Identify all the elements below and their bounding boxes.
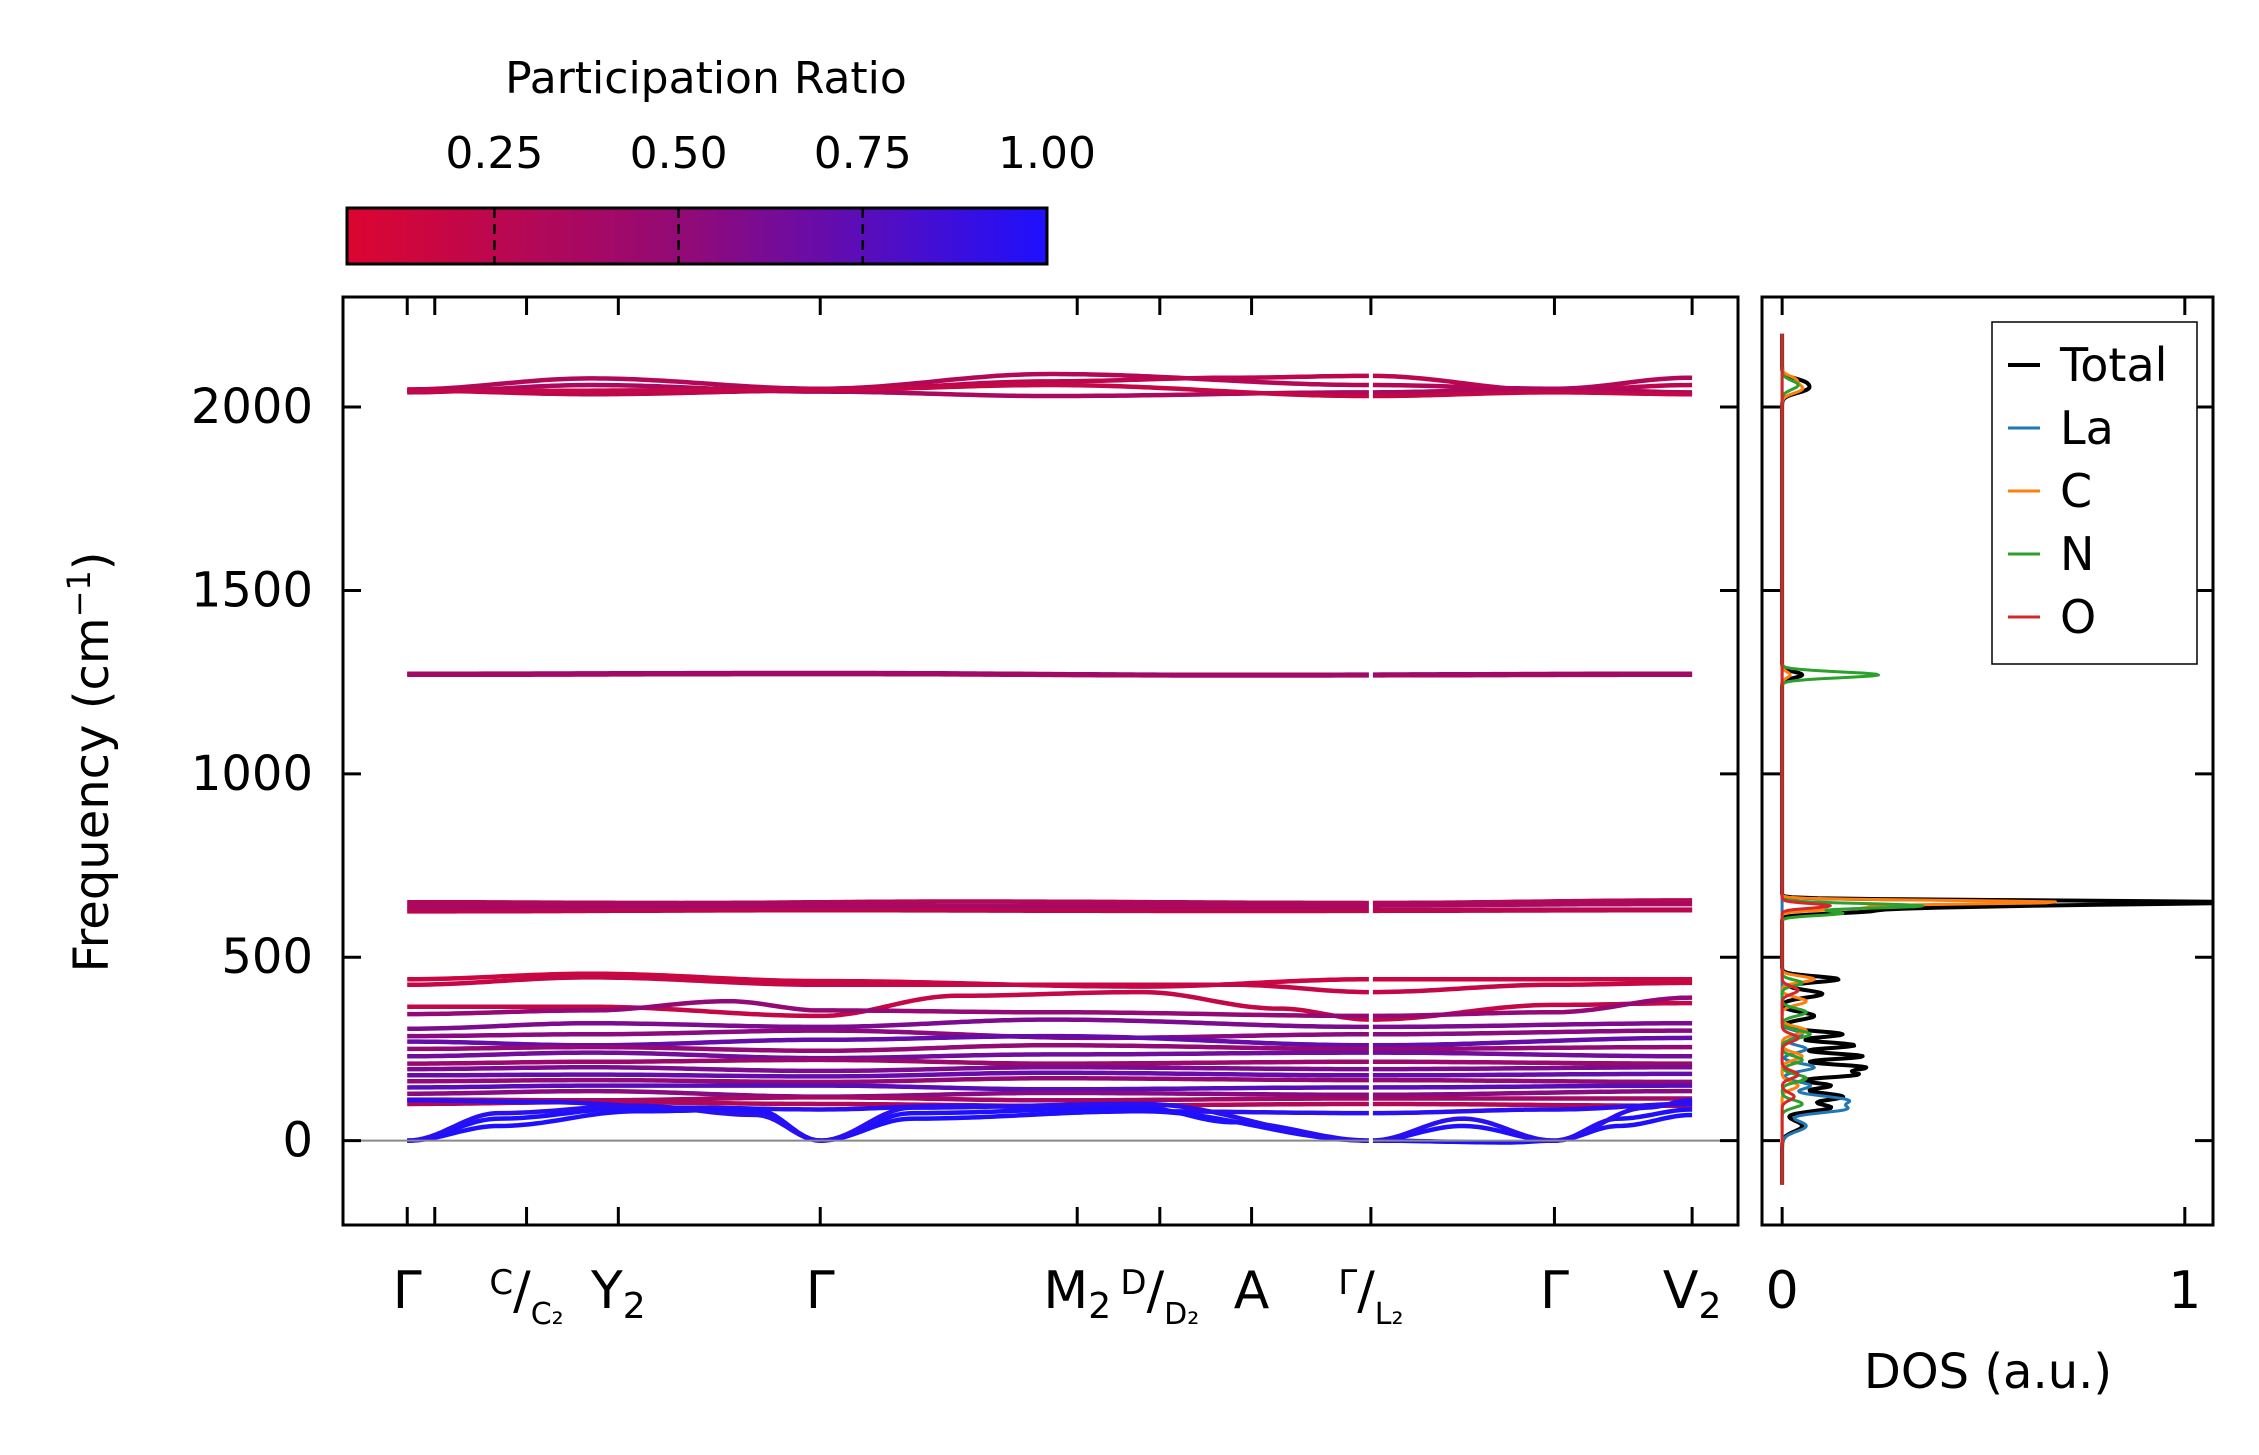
phonon-band: [407, 975, 1693, 995]
k-point-label: A: [1234, 1261, 1270, 1321]
y-tick-label: 0: [282, 1113, 313, 1169]
y-tick-label: 500: [221, 929, 313, 985]
y-axis-label: Frequency (cm−1): [60, 551, 120, 972]
k-point-label: D/D₂: [1120, 1261, 1199, 1332]
phonon-band: [407, 1070, 1693, 1079]
colorbar-tick-label: 1.00: [998, 128, 1096, 179]
phonon-band: [407, 382, 1693, 399]
dos-curve-o: [1780, 333, 1832, 1186]
phonon-band: [407, 1043, 1693, 1054]
y-tick-label: 1000: [191, 746, 313, 802]
phonon-band: [407, 382, 1693, 399]
k-point-label: Γ/L₂: [1338, 1261, 1403, 1332]
k-point-label: V2: [1663, 1261, 1721, 1327]
k-point-label: C/C₂: [489, 1261, 563, 1332]
phonon-band: [407, 1050, 1693, 1061]
k-point-label: M2: [1043, 1261, 1111, 1327]
phonon-band: [407, 1076, 1693, 1085]
colorbar-gradient: [345, 206, 1049, 266]
phonon-band: [407, 373, 1693, 397]
colorbar-title: Participation Ratio: [505, 53, 907, 104]
k-point-label: Y2: [590, 1261, 646, 1327]
legend-label-total: Total: [2059, 338, 2167, 392]
phonon-band: [407, 908, 1693, 914]
phonon-band: [407, 995, 1693, 1019]
band-plot-frame: [341, 295, 1740, 1227]
phonon-band: [407, 1057, 1693, 1066]
phonon-band: [407, 671, 1693, 678]
phonon-band: [407, 1098, 1693, 1143]
k-point-label: Γ: [1540, 1261, 1569, 1321]
phonon-band: [407, 1088, 1693, 1099]
phonon-band: [407, 1065, 1693, 1074]
phonon-band: [407, 1083, 1693, 1092]
legend-label-o: O: [2060, 590, 2096, 644]
k-point-label: Γ: [393, 1261, 422, 1321]
k-point-label: Γ: [806, 1261, 835, 1321]
colorbar-tick-label: 0.25: [445, 128, 543, 179]
dos-x-tick-label: 0: [1766, 1261, 1799, 1321]
dos-legend: Total La CNO: [1991, 321, 2198, 665]
dos-x-tick-label: 1: [2168, 1261, 2201, 1321]
phonon-band: [407, 989, 1693, 1022]
legend-box: [1991, 321, 2198, 665]
legend-label-n: N: [2060, 527, 2094, 581]
dos-plot-frame: [1760, 295, 2215, 1227]
phonon-band: [407, 1017, 1693, 1032]
y-tick-label: 2000: [191, 379, 313, 435]
dos-x-axis-label: DOS (a.u.): [1864, 1344, 2112, 1400]
legend-label-la: La: [2060, 401, 2114, 455]
colorbar-tick-label: 0.50: [630, 128, 728, 179]
phonon-band: [407, 901, 1693, 909]
legend-label-c: C: [2060, 464, 2092, 518]
y-tick-label: 1500: [191, 562, 313, 618]
colorbar: Participation Ratio 0.25 0.50 0.75 1.00: [345, 53, 1096, 266]
phonon-band: [407, 1107, 1693, 1143]
colorbar-tick-label: 0.75: [814, 128, 912, 179]
dos-panel: 0 1 DOS (a.u.) Total La CNO: [1760, 295, 2215, 1400]
